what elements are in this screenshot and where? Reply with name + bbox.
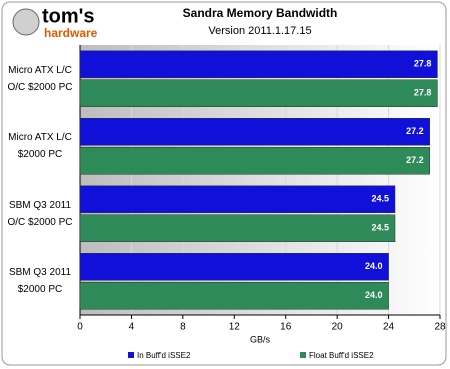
x-tick-label: 16 [280,322,292,333]
bar [79,50,438,78]
x-tick-label: 0 [77,322,83,333]
x-tick-label: 20 [332,322,344,333]
logo-icon [12,8,40,36]
y-tick-label: Micro ATX L/C $2000 PC [8,132,72,161]
legend-swatch [300,352,306,358]
logo-subtext: hardware [44,26,98,40]
legend-swatch [128,352,134,358]
x-tick-label: 24 [383,322,395,333]
legend-label: Float Buff'd iSSE2 [309,351,374,360]
x-axis-label: GB/s [250,334,271,344]
value-label: 27.2 [406,155,424,165]
logo-text: tom's [42,5,95,27]
bar [79,185,396,213]
value-label: 24.0 [365,261,383,271]
bar [79,118,430,146]
x-tick-label: 28 [434,322,446,333]
bar [79,253,389,281]
chart-subtitle: Version 2011.1.17.15 [208,25,311,37]
y-tick-label: Micro ATX L/C O/C $2000 PC [7,64,73,93]
bar [79,214,396,242]
x-tick-label: 8 [180,322,186,333]
chart-title: Sandra Memory Bandwidth [183,6,338,20]
value-label: 27.8 [414,88,432,98]
bar [79,282,389,310]
value-label: 27.2 [406,126,424,136]
legend-label: In Buff'd iSSE2 [137,351,191,360]
x-tick-label: 12 [229,322,241,333]
x-tick-label: 4 [129,322,135,333]
value-label: 24.5 [371,223,389,233]
value-label: 24.0 [365,290,383,300]
bar [79,79,438,107]
value-label: 27.8 [414,59,432,69]
y-tick-label: SBM Q3 2011 O/C $2000 PC [7,199,73,228]
bar [79,147,430,175]
y-tick-label: SBM Q3 2011 $2000 PC [8,267,72,296]
value-label: 24.5 [371,194,389,204]
